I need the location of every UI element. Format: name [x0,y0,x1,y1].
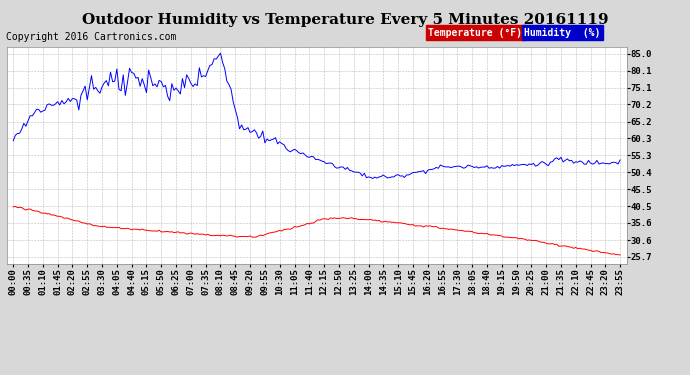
Text: Temperature (°F): Temperature (°F) [428,28,522,38]
Text: Humidity  (%): Humidity (%) [524,28,601,38]
Text: Outdoor Humidity vs Temperature Every 5 Minutes 20161119: Outdoor Humidity vs Temperature Every 5 … [81,13,609,27]
Text: Copyright 2016 Cartronics.com: Copyright 2016 Cartronics.com [6,32,176,42]
